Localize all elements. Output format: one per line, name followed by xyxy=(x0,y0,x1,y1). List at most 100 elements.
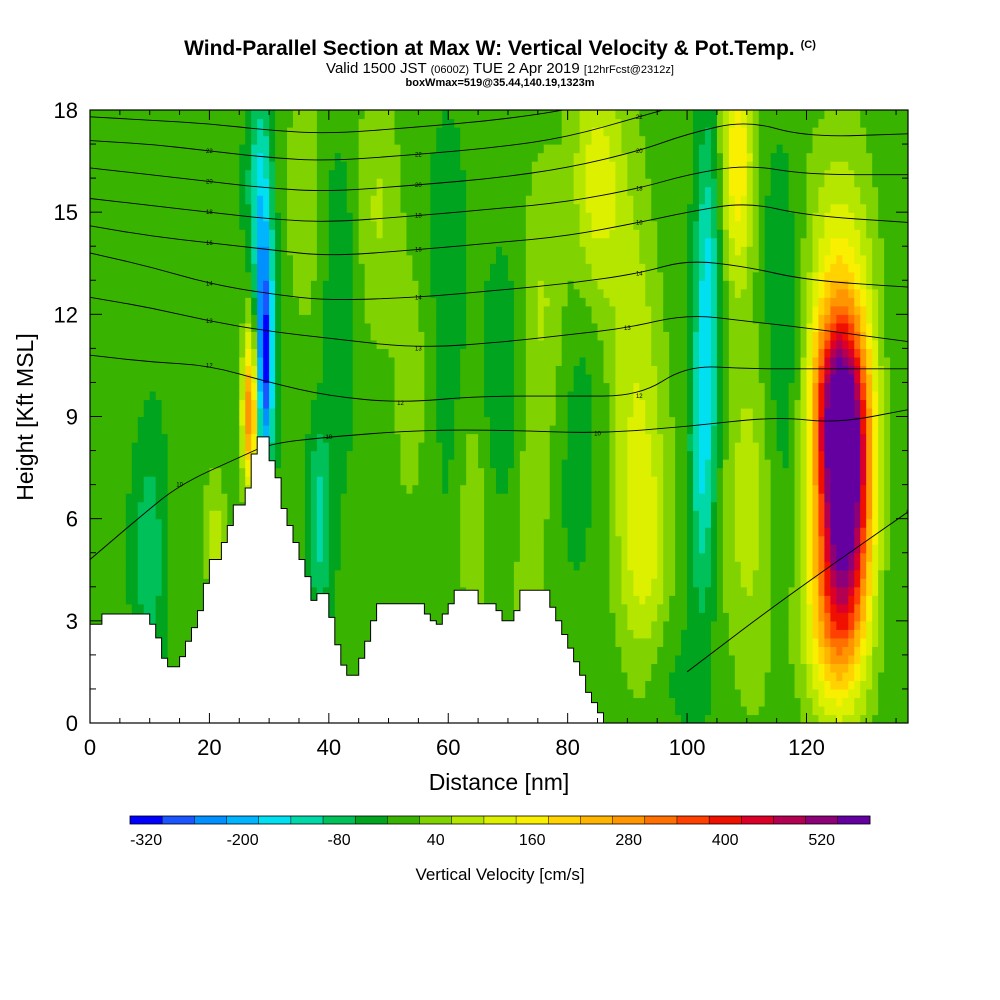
velocity-cell xyxy=(90,331,97,341)
velocity-cell xyxy=(155,288,163,298)
velocity-cell xyxy=(239,127,246,137)
velocity-cell xyxy=(382,322,390,332)
velocity-cell xyxy=(382,288,390,298)
velocity-cell xyxy=(340,161,348,171)
velocity-cell xyxy=(221,195,228,205)
velocity-cell xyxy=(275,118,282,128)
velocity-cell xyxy=(161,212,169,222)
velocity-cell xyxy=(125,407,133,418)
velocity-cell xyxy=(203,331,211,341)
velocity-cell xyxy=(263,365,270,375)
velocity-cell xyxy=(370,484,378,494)
velocity-cell xyxy=(328,135,336,145)
velocity-cell xyxy=(209,271,216,281)
velocity-cell xyxy=(358,569,366,579)
velocity-cell xyxy=(382,220,390,230)
velocity-cell xyxy=(496,339,503,349)
velocity-cell xyxy=(233,425,240,435)
velocity-cell xyxy=(95,416,103,426)
velocity-cell xyxy=(424,195,431,205)
velocity-cell xyxy=(239,263,246,273)
velocity-cell xyxy=(101,390,109,401)
velocity-cell xyxy=(257,212,264,222)
velocity-cell xyxy=(346,527,354,537)
velocity-cell xyxy=(227,263,234,273)
velocity-cell xyxy=(227,518,234,528)
velocity-cell xyxy=(137,373,145,384)
velocity-cell xyxy=(191,322,199,332)
velocity-cell xyxy=(125,356,133,367)
velocity-cell xyxy=(179,288,187,298)
velocity-cell xyxy=(137,569,145,579)
velocity-cell xyxy=(239,425,246,435)
velocity-cell xyxy=(430,229,437,239)
velocity-cell xyxy=(466,280,473,290)
velocity-cell xyxy=(173,501,181,511)
velocity-cell xyxy=(131,220,139,230)
velocity-cell xyxy=(490,263,497,273)
velocity-cell xyxy=(430,322,437,332)
velocity-cell xyxy=(376,407,384,418)
velocity-cell xyxy=(245,356,252,367)
velocity-cell xyxy=(221,152,228,162)
velocity-cell xyxy=(167,407,175,418)
velocity-cell xyxy=(293,527,300,537)
velocity-cell xyxy=(173,186,181,196)
velocity-cell xyxy=(328,297,336,307)
velocity-cell xyxy=(442,356,449,367)
velocity-cell xyxy=(90,544,97,554)
copyright-mark: (C) xyxy=(800,39,816,51)
velocity-cell xyxy=(436,348,443,358)
velocity-cell xyxy=(239,186,246,196)
velocity-cell xyxy=(119,390,127,401)
velocity-cell xyxy=(316,169,324,179)
velocity-cell xyxy=(442,390,449,401)
velocity-cell xyxy=(167,144,175,154)
velocity-cell xyxy=(90,365,97,375)
velocity-cell xyxy=(233,178,240,188)
velocity-cell xyxy=(478,459,485,469)
velocity-cell xyxy=(257,297,264,307)
velocity-cell xyxy=(346,654,354,664)
velocity-cell xyxy=(215,263,222,273)
velocity-cell xyxy=(370,425,378,435)
velocity-cell xyxy=(442,373,449,384)
velocity-cell xyxy=(418,416,425,426)
velocity-cell xyxy=(322,152,330,162)
velocity-cell xyxy=(352,416,360,426)
velocity-cell xyxy=(370,578,378,588)
velocity-cell xyxy=(394,297,402,307)
velocity-cell xyxy=(484,263,491,273)
velocity-cell xyxy=(358,459,366,469)
velocity-cell xyxy=(472,348,479,358)
velocity-cell xyxy=(490,527,497,537)
velocity-cell xyxy=(478,399,485,409)
velocity-cell xyxy=(424,407,431,418)
velocity-cell xyxy=(215,416,222,426)
velocity-cell xyxy=(143,603,151,613)
velocity-cell xyxy=(197,110,205,120)
velocity-cell xyxy=(119,212,127,222)
velocity-cell xyxy=(484,144,491,154)
velocity-cell xyxy=(179,442,187,452)
velocity-cell xyxy=(263,127,270,137)
velocity-cell xyxy=(364,467,372,477)
velocity-cell xyxy=(334,152,342,162)
velocity-cell xyxy=(304,297,312,307)
velocity-cell xyxy=(388,135,396,145)
velocity-cell xyxy=(364,220,372,230)
velocity-cell xyxy=(179,178,187,188)
velocity-cell xyxy=(125,110,133,120)
velocity-cell xyxy=(215,288,222,298)
velocity-cell xyxy=(472,220,479,230)
velocity-cell xyxy=(167,535,175,545)
velocity-cell xyxy=(197,433,205,443)
velocity-cell xyxy=(191,382,199,392)
velocity-cell xyxy=(484,348,491,358)
velocity-cell xyxy=(107,535,115,545)
velocity-cell xyxy=(496,152,503,162)
velocity-cell xyxy=(251,305,258,315)
velocity-cell xyxy=(466,552,473,562)
velocity-cell xyxy=(418,169,425,179)
velocity-cell xyxy=(436,144,443,154)
